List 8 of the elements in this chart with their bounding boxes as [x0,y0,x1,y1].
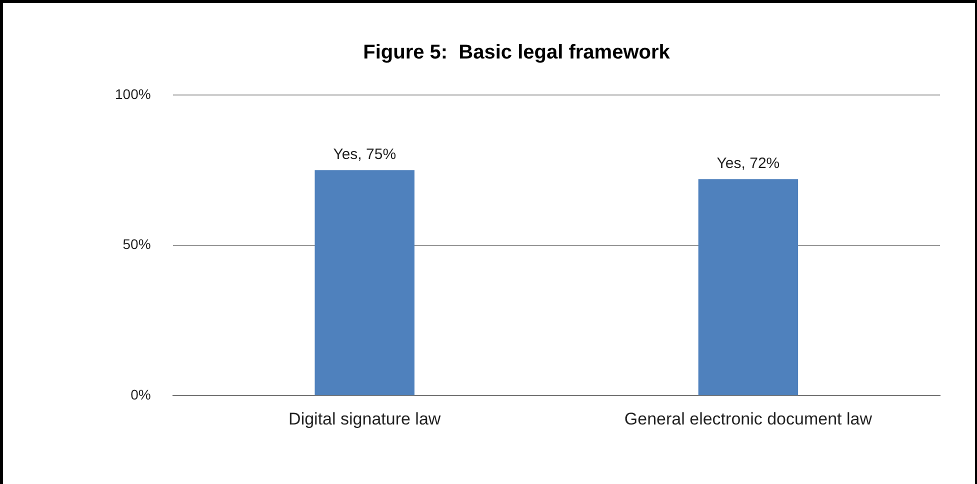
x-tick-label: Digital signature law [288,409,442,428]
data-label: Yes, 72% [716,154,780,172]
chart-title: Figure 5: Basic legal framework [363,42,671,64]
y-tick-label: 100% [114,86,151,102]
data-label: Yes, 75% [333,146,396,163]
x-tick-label: General electronic document law [624,409,873,428]
y-tick-label: 50% [122,236,151,252]
y-tick-label: 0% [130,386,151,402]
